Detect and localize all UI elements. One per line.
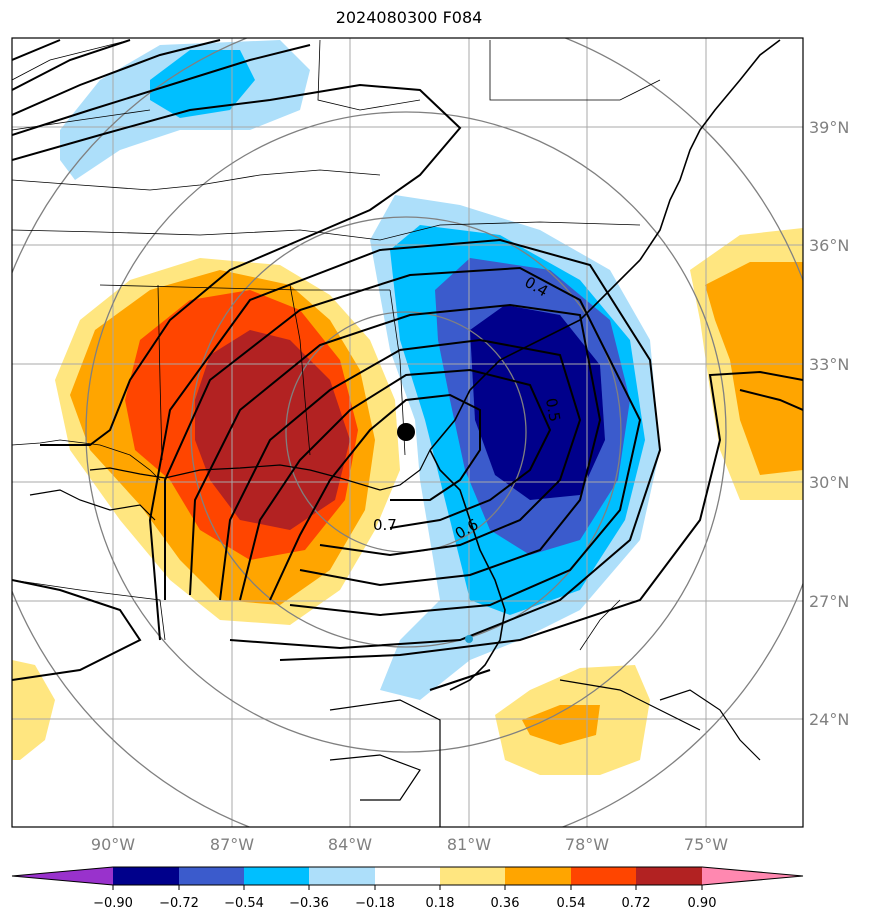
colorbar-segment	[571, 867, 636, 885]
map-area: 0.4 0.5 0.6 0.7	[12, 38, 803, 827]
anomaly-positive-south	[495, 665, 650, 775]
colorbar-segment	[505, 867, 571, 885]
storm-center-marker	[397, 423, 415, 441]
lat-label: 24°N	[809, 710, 849, 729]
colorbar-segment	[440, 867, 505, 885]
colorbar-tick-label: 0.18	[426, 896, 455, 911]
colorbar-tick-label: −0.18	[355, 896, 395, 911]
colorbar-tick-label: 0.54	[557, 896, 586, 911]
colorbar-over-arrow	[702, 867, 803, 885]
latitude-labels: 39°N 36°N 33°N 30°N 27°N 24°N	[809, 118, 849, 729]
station-marker	[465, 635, 473, 643]
lat-label: 27°N	[809, 592, 849, 611]
longitude-labels: 90°W 87°W 84°W 81°W 78°W 75°W	[91, 835, 728, 854]
coastlines-borders	[12, 39, 781, 827]
colorbar-tick-label: 0.90	[688, 896, 717, 911]
lon-label: 90°W	[91, 835, 135, 854]
lon-label: 84°W	[328, 835, 372, 854]
colorbar-segment	[309, 867, 375, 885]
map-frame	[11, 37, 804, 828]
lon-label: 75°W	[684, 835, 728, 854]
colorbar-tick-label: −0.54	[224, 896, 264, 911]
lon-label: 87°W	[210, 835, 254, 854]
anomaly-positive-southwest	[12, 660, 55, 760]
colorbar-tick-label: 0.72	[622, 896, 651, 911]
lat-label: 36°N	[809, 236, 849, 255]
colorbar-segment	[179, 867, 244, 885]
colorbar-segment	[113, 867, 179, 885]
colorbar-segment	[244, 867, 309, 885]
graticule	[12, 38, 803, 827]
colorbar-segment	[636, 867, 702, 885]
lon-label: 78°W	[565, 835, 609, 854]
contour-label: 0.7	[373, 516, 397, 534]
colorbar-tick-label: −0.36	[289, 896, 329, 911]
lat-label: 30°N	[809, 473, 849, 492]
colorbar-under-arrow	[12, 867, 113, 885]
contour-label: 0.5	[542, 397, 564, 424]
colorbar-tick-label: −0.90	[93, 896, 133, 911]
colorbar-tick-label: −0.72	[159, 896, 199, 911]
distance-rings	[12, 38, 803, 827]
colorbar: −0.90 −0.72 −0.54 −0.36 −0.18 0.18 0.36 …	[11, 866, 804, 911]
lat-label: 33°N	[809, 355, 849, 374]
contours	[12, 39, 803, 681]
map-title: 2024080300 F084	[335, 8, 483, 27]
lat-label: 39°N	[809, 118, 849, 137]
lon-label: 81°W	[447, 835, 491, 854]
colorbar-tick-label: 0.36	[491, 896, 520, 911]
colorbar-segment	[375, 867, 440, 885]
